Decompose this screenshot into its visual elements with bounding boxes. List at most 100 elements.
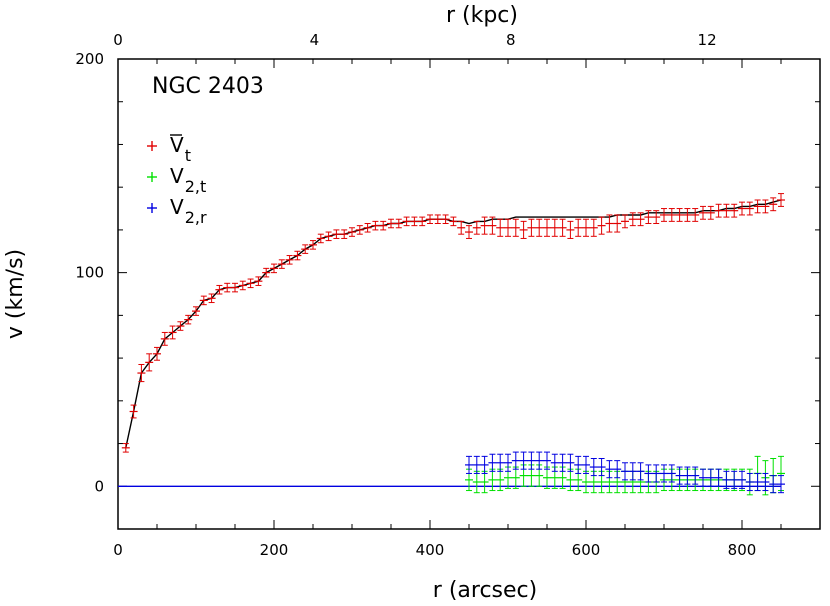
data-point <box>254 276 263 286</box>
data-point <box>137 364 146 383</box>
data-point <box>332 229 341 239</box>
data-point <box>777 475 785 494</box>
data-point <box>738 470 746 489</box>
data-point <box>472 220 481 235</box>
data-point <box>683 466 692 485</box>
points-layer <box>121 193 785 496</box>
data-point <box>387 218 395 229</box>
x-tick-label: 0 <box>113 541 123 559</box>
data-point <box>160 331 169 346</box>
data-point <box>613 214 622 233</box>
data-point <box>480 216 489 235</box>
data-point <box>363 223 372 233</box>
data-point <box>184 314 193 325</box>
data-point <box>480 455 489 474</box>
axes-layer: 0 200 400 600 800 0 4 8 12 0 100 200 <box>75 31 821 559</box>
data-point <box>527 451 536 470</box>
data-point <box>371 220 380 231</box>
data-point <box>309 240 317 250</box>
data-point <box>769 197 778 212</box>
data-point <box>449 216 458 227</box>
data-point <box>527 218 536 237</box>
data-point <box>675 208 684 222</box>
data-point <box>574 218 583 237</box>
data-point <box>511 218 520 237</box>
data-point <box>753 472 762 492</box>
x2-tick-label: 4 <box>310 31 320 49</box>
data-point <box>597 216 606 235</box>
data-point <box>644 464 653 483</box>
data-point <box>706 205 715 220</box>
x2-tick-label: 0 <box>113 31 123 49</box>
data-point <box>379 220 388 231</box>
data-point <box>480 470 489 494</box>
x-axis-title: r (arcsec) <box>433 578 537 603</box>
data-point <box>660 208 668 222</box>
data-point <box>496 218 505 237</box>
data-point <box>589 218 598 237</box>
data-point <box>472 455 481 474</box>
data-point <box>667 208 676 222</box>
data-point <box>316 233 325 244</box>
data-point <box>348 227 356 237</box>
data-point <box>675 466 684 485</box>
data-point <box>355 225 364 235</box>
data-point <box>566 220 575 239</box>
data-point <box>636 212 645 227</box>
data-point <box>238 280 247 291</box>
data-point <box>504 218 512 237</box>
data-point <box>433 214 442 224</box>
x2-axis-title: r (kpc) <box>446 3 518 28</box>
data-point <box>246 278 255 289</box>
data-point <box>402 216 411 227</box>
data-point <box>519 220 528 239</box>
data-point <box>683 208 692 222</box>
data-point <box>636 462 645 481</box>
data-point <box>714 468 723 487</box>
series-2 <box>465 451 785 494</box>
data-point <box>488 453 497 472</box>
x-tick-label: 600 <box>572 541 601 559</box>
data-point <box>558 453 567 472</box>
data-point <box>394 218 403 229</box>
data-point <box>192 306 200 316</box>
data-point <box>465 455 473 474</box>
data-point <box>129 404 138 419</box>
data-point <box>745 201 754 216</box>
legend-label: Vt <box>170 133 191 165</box>
data-point <box>730 470 739 489</box>
data-point <box>605 460 614 479</box>
data-point <box>496 453 505 472</box>
data-point <box>441 214 450 224</box>
data-point <box>644 210 653 224</box>
y-tick-label: 0 <box>94 477 104 495</box>
x2-tick-label: 12 <box>698 31 717 49</box>
data-point <box>628 462 637 481</box>
data-point <box>613 460 622 479</box>
data-point <box>277 259 286 269</box>
data-point <box>660 464 668 483</box>
data-point <box>324 231 333 242</box>
data-point <box>745 472 754 492</box>
data-point <box>582 470 590 494</box>
y-tick-label: 100 <box>75 264 104 282</box>
data-point <box>472 470 481 494</box>
legend-item: V2,r <box>147 195 207 227</box>
data-point <box>769 475 778 494</box>
data-point <box>722 203 731 218</box>
data-point <box>714 203 723 218</box>
data-point <box>706 468 715 487</box>
data-point <box>418 216 427 227</box>
data-point <box>543 451 551 470</box>
legend-item: V2,t <box>147 164 206 196</box>
data-point <box>667 464 676 483</box>
legend-item: Vt <box>147 133 191 165</box>
legend-label: V2,t <box>170 164 206 196</box>
data-point <box>535 218 544 237</box>
data-point <box>543 466 551 489</box>
data-point <box>582 455 590 474</box>
data-point <box>582 218 590 237</box>
data-point <box>519 451 528 470</box>
